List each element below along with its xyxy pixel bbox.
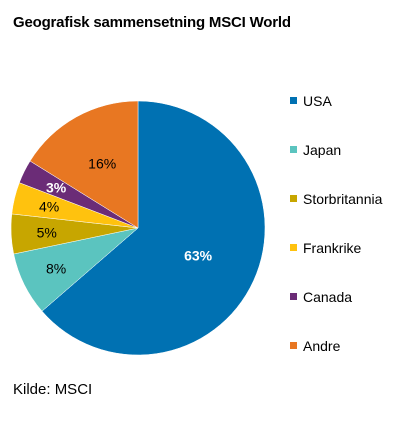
legend-swatch (290, 146, 297, 153)
data-label-andre: 16% (88, 156, 116, 172)
legend-swatch (290, 195, 297, 202)
legend-swatch (290, 293, 297, 300)
data-label-storbritannia: 5% (37, 224, 57, 240)
pie-slice-andre (29, 100, 139, 229)
pie-slices (10, 100, 266, 356)
legend-label: USA (303, 93, 332, 109)
data-label-japan: 8% (46, 261, 66, 277)
source-note: Kilde: MSCI (13, 381, 93, 398)
legend-swatch (290, 97, 297, 104)
legend-label: Storbritannia (303, 191, 383, 207)
legend-label: Andre (303, 338, 341, 354)
legend-label: Frankrike (303, 240, 362, 256)
legend-label: Japan (303, 142, 342, 158)
pie-slice-usa (41, 100, 266, 356)
legend-swatch (290, 244, 297, 251)
legend-swatch (290, 342, 297, 349)
pie-data-labels: 63% 8% 5% 4% 3% 16% (37, 156, 213, 277)
data-label-usa: 63% (184, 247, 213, 263)
data-label-frankrike: 4% (39, 198, 59, 214)
data-label-canada: 3% (46, 179, 67, 195)
chart-title: Geografisk sammensetning MSCI World (13, 14, 291, 31)
legend-label: Canada (303, 289, 353, 305)
